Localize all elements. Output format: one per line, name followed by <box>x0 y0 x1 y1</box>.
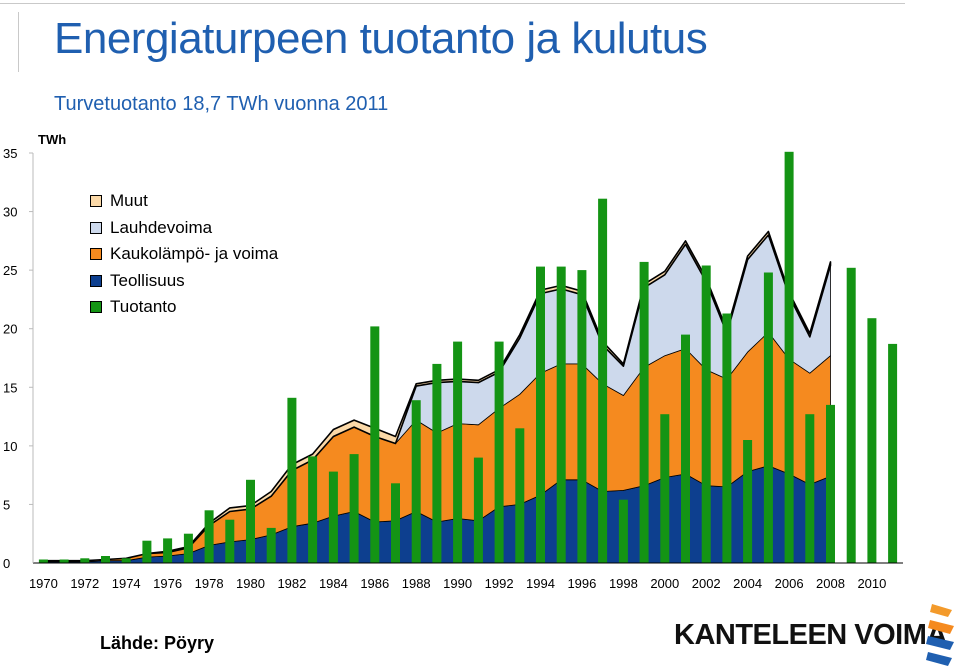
legend-item: Tuotanto <box>90 294 278 321</box>
legend-label: Teollisuus <box>110 270 185 290</box>
x-tick-label: 1980 <box>236 576 265 591</box>
legend-label: Lauhdevoima <box>110 217 213 237</box>
bar-tuotanto-1970 <box>38 559 48 563</box>
legend-label: Muut <box>110 191 148 211</box>
bar-tuotanto-1976 <box>163 538 173 563</box>
bar-tuotanto-1974 <box>121 558 131 563</box>
bar-tuotanto-1987 <box>391 483 400 563</box>
bar-tuotanto-1998 <box>618 499 628 563</box>
bar-tuotanto-1980 <box>246 479 255 563</box>
x-tick-label: 1970 <box>29 576 58 591</box>
bar-tuotanto-1999 <box>639 261 649 563</box>
x-tick-label: 1978 <box>195 576 224 591</box>
brand-logo-text: KANTELEEN VOIMA <box>674 619 947 651</box>
bar-tuotanto-2008 <box>826 404 835 563</box>
legend-swatch <box>90 195 102 208</box>
legend-item: Kaukolämpö- ja voima <box>90 241 278 268</box>
bar-tuotanto-2007 <box>805 414 815 563</box>
x-tick-label: 2002 <box>692 576 721 591</box>
page-subtitle: Turvetuotanto 18,7 TWh vuonna 2011 <box>54 93 389 115</box>
bar-tuotanto-1971 <box>59 559 69 563</box>
x-tick-label: 1984 <box>319 576 348 591</box>
y-tick-label: 30 <box>3 205 17 220</box>
production-bars-group <box>38 151 898 564</box>
x-tick-label: 1976 <box>153 576 182 591</box>
brand-logo-icon <box>926 604 954 666</box>
bar-tuotanto-2004 <box>743 440 753 563</box>
legend-label: Kaukolämpö- ja voima <box>110 244 279 264</box>
x-tick-label: 2008 <box>816 576 845 591</box>
y-tick-label: 0 <box>3 556 10 571</box>
x-tick-label: 1994 <box>526 576 555 591</box>
bar-tuotanto-1982 <box>287 397 297 563</box>
legend-swatch <box>90 274 102 287</box>
bar-tuotanto-1986 <box>370 326 380 563</box>
bar-tuotanto-1997 <box>598 198 608 563</box>
bar-tuotanto-2009 <box>846 267 856 563</box>
source-note: Lähde: Pöyry <box>100 633 215 653</box>
bar-tuotanto-1992 <box>494 341 504 563</box>
x-tick-label: 1986 <box>360 576 389 591</box>
bar-tuotanto-1981 <box>266 527 276 563</box>
x-tick-label: 1982 <box>277 576 306 591</box>
bar-tuotanto-1984 <box>328 471 338 563</box>
bar-tuotanto-1983 <box>308 456 318 563</box>
bar-tuotanto-1975 <box>142 540 152 563</box>
x-tick-label: 2006 <box>775 576 804 591</box>
x-tick-label: 1990 <box>443 576 472 591</box>
x-tick-label: 1988 <box>402 576 431 591</box>
y-axis-unit-label: TWh <box>38 132 67 147</box>
bar-tuotanto-2000 <box>660 414 670 563</box>
legend-item: Teollisuus <box>90 268 278 295</box>
bar-tuotanto-1996 <box>577 270 587 563</box>
bar-tuotanto-1993 <box>515 428 525 563</box>
bar-tuotanto-1994 <box>536 266 545 563</box>
chart-legend: Muut Lauhdevoima Kaukolämpö- ja voima Teoll… <box>90 188 278 321</box>
bar-tuotanto-1995 <box>556 266 566 563</box>
bar-tuotanto-2001 <box>681 334 690 563</box>
legend-label: Tuotanto <box>110 297 177 317</box>
y-tick-label: 10 <box>3 439 17 454</box>
bar-tuotanto-1985 <box>349 454 359 563</box>
bar-tuotanto-1989 <box>432 363 442 563</box>
x-tick-label: 2000 <box>650 576 679 591</box>
bar-tuotanto-1972 <box>80 558 90 563</box>
x-tick-label: 1974 <box>112 576 141 591</box>
legend-item: Muut <box>90 188 278 215</box>
bar-tuotanto-2011 <box>888 343 898 563</box>
y-tick-label: 20 <box>3 322 17 337</box>
bar-tuotanto-1988 <box>411 400 421 563</box>
legend-swatch <box>90 301 102 314</box>
bar-tuotanto-2010 <box>867 318 877 563</box>
bar-tuotanto-2002 <box>701 265 711 563</box>
y-tick-label: 35 <box>3 146 17 161</box>
bar-tuotanto-1990 <box>453 341 463 563</box>
chart-axes: 0 5 10 15 20 25 30 35 1970 1972 1974 1976 1978 1980 19… <box>3 146 903 591</box>
bar-tuotanto-1977 <box>183 533 193 563</box>
y-tick-label: 25 <box>3 263 17 278</box>
legend-swatch <box>90 248 102 261</box>
left-rule <box>18 12 19 72</box>
y-tick-label: 15 <box>3 380 17 395</box>
x-tick-label: 2010 <box>857 576 886 591</box>
bar-tuotanto-2005 <box>763 272 773 563</box>
bar-tuotanto-1978 <box>204 510 214 563</box>
bar-tuotanto-1973 <box>101 556 110 563</box>
bar-tuotanto-2003 <box>722 313 732 563</box>
legend-swatch <box>90 221 102 234</box>
x-tick-label: 1996 <box>567 576 596 591</box>
legend-item: Lauhdevoima <box>90 215 278 242</box>
page-title: Energiaturpeen tuotanto ja kulutus <box>54 14 708 63</box>
bar-tuotanto-1979 <box>225 519 235 563</box>
bar-tuotanto-2006 <box>784 151 794 564</box>
x-tick-label: 2004 <box>733 576 762 591</box>
top-rule <box>0 3 905 4</box>
y-tick-label: 5 <box>3 497 10 512</box>
x-tick-label: 1992 <box>485 576 514 591</box>
x-tick-label: 1972 <box>70 576 99 591</box>
bar-tuotanto-1991 <box>473 457 483 563</box>
x-tick-label: 1998 <box>609 576 638 591</box>
